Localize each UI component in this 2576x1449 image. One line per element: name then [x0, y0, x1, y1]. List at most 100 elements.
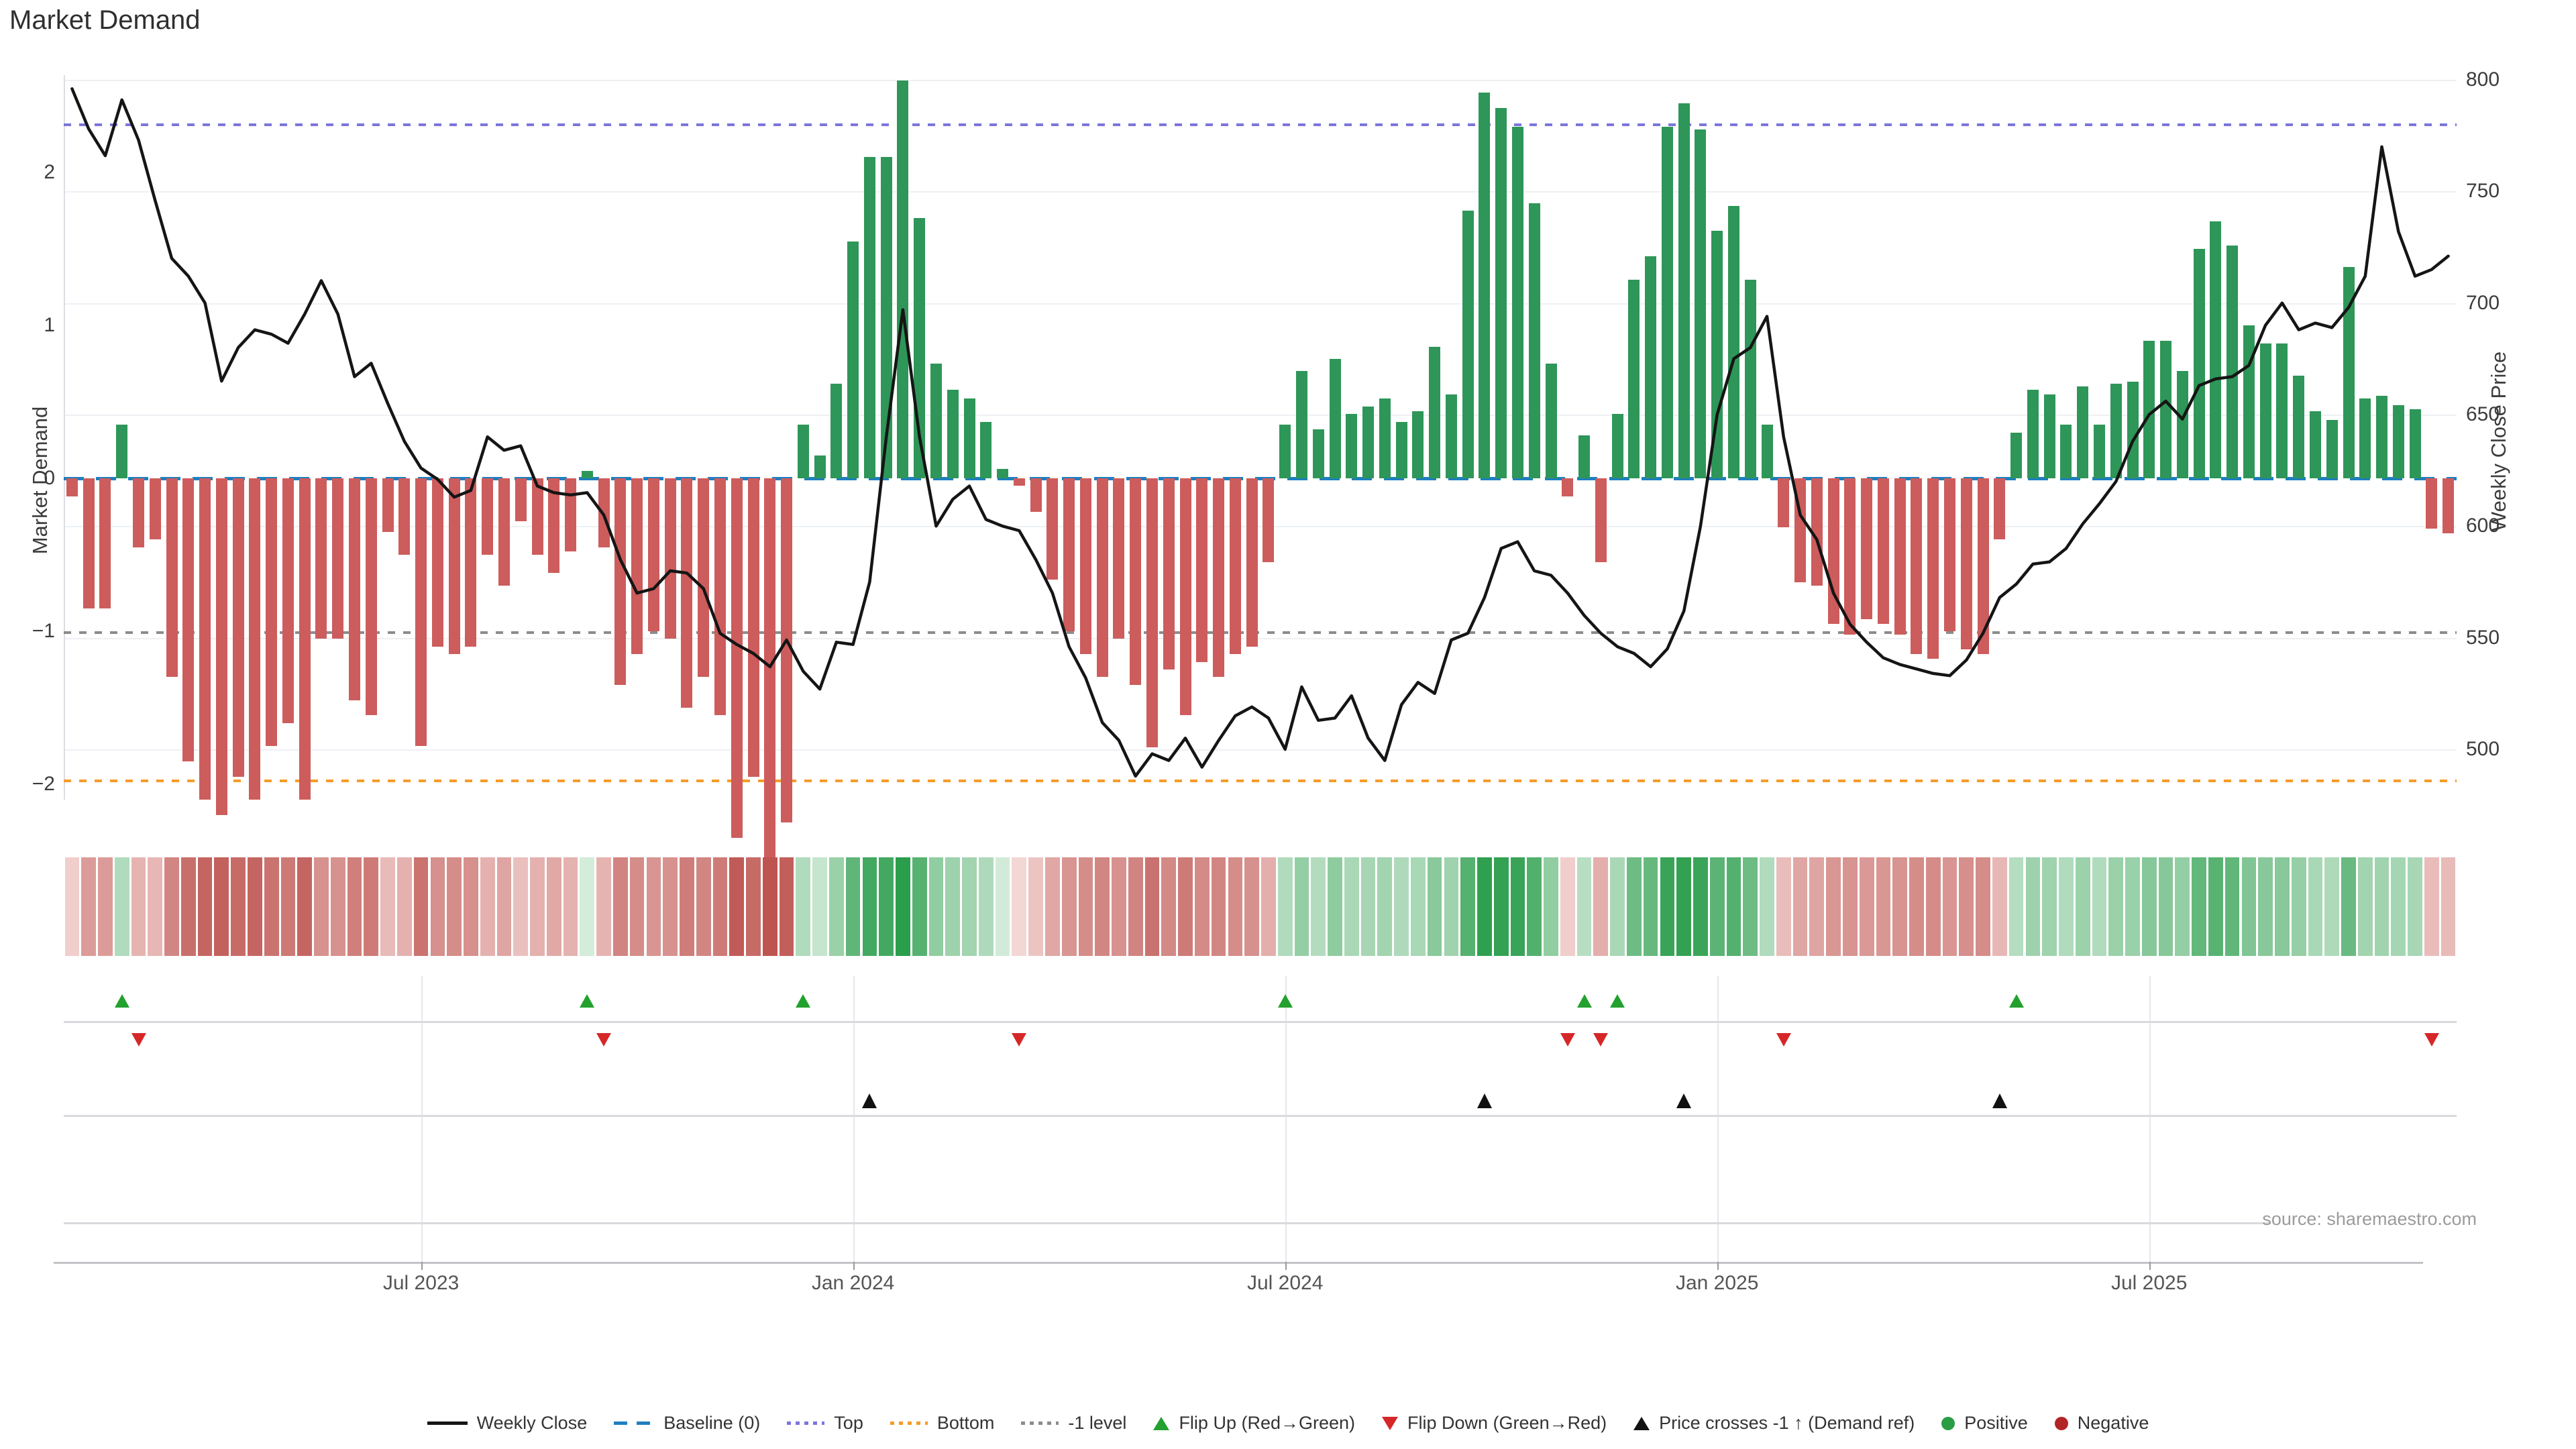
heatmap-cell — [1095, 857, 1110, 956]
demand-bar-negative — [1146, 478, 1158, 748]
legend-item: Flip Down (Green→Red) — [1382, 1413, 1607, 1434]
demand-bar-negative — [1179, 478, 1191, 716]
heatmap-cell — [1394, 857, 1409, 956]
demand-bar-negative — [1046, 478, 1059, 580]
demand-bar-positive — [1329, 359, 1341, 478]
heatmap-cell — [680, 857, 694, 956]
demand-bar-negative — [647, 478, 659, 631]
baseline-line — [64, 477, 2457, 480]
demand-bar-positive — [863, 157, 875, 478]
heatmap-cell — [214, 857, 229, 956]
heatmap-cell — [1876, 857, 1891, 956]
heatmap-cell — [280, 857, 296, 956]
demand-bar-positive — [897, 80, 909, 478]
demand-bar-negative — [614, 478, 627, 685]
demand-bar-positive — [1279, 425, 1291, 478]
flip-up-marker — [580, 994, 595, 1008]
price-cross-marker — [1992, 1093, 2007, 1108]
heatmap-cell — [1576, 857, 1592, 956]
demand-bar-positive — [980, 421, 992, 478]
heatmap-cell — [1078, 857, 1093, 956]
heatmap-cell — [2092, 857, 2107, 956]
heatmap-cell — [1843, 857, 1858, 956]
left-axis-tick-label: 0 — [44, 467, 55, 489]
heatmap-cell — [1144, 857, 1160, 956]
legend-item-label: Positive — [1964, 1413, 2028, 1433]
demand-bar-negative — [133, 478, 144, 547]
heatmap-cell — [2341, 857, 2356, 956]
heatmap-cell — [729, 857, 745, 956]
demand-bar-positive — [2276, 343, 2288, 478]
heatmap-cell — [746, 857, 761, 956]
demand-bar-positive — [581, 470, 593, 478]
legend-item-label: Bottom — [936, 1413, 995, 1433]
demand-bar-negative — [1063, 478, 1075, 631]
heatmap-cell — [796, 857, 811, 956]
gridline — [64, 191, 2457, 193]
left-axis-tick-label: −1 — [32, 620, 55, 642]
minus-one-level-line — [64, 631, 2457, 634]
heatmap-cell — [1760, 857, 1774, 956]
heatmap-cell — [314, 857, 329, 956]
demand-bar-negative — [365, 478, 377, 716]
heatmap-cell — [2059, 857, 2074, 956]
demand-bar-positive — [2176, 371, 2188, 478]
heatmap-cell — [1128, 857, 1143, 956]
date-gridline — [853, 976, 855, 1262]
demand-bar-negative — [1861, 478, 1873, 619]
date-gridline — [1285, 976, 1287, 1262]
demand-bar-positive — [2193, 249, 2205, 478]
heatmap-cell — [81, 857, 97, 956]
demand-bar-positive — [2043, 394, 2055, 478]
triangle-down-icon — [1382, 1416, 1399, 1430]
demand-bar-negative — [731, 478, 743, 838]
demand-bar-positive — [2110, 383, 2122, 478]
demand-bar-negative — [431, 478, 443, 647]
flip-up-marker — [2008, 994, 2024, 1008]
heatmap-cell — [879, 857, 894, 956]
demand-bar-positive — [2127, 382, 2139, 478]
demand-bar-negative — [166, 478, 178, 678]
legend-item: -1 level — [1021, 1413, 1126, 1434]
heatmap-cell — [812, 857, 827, 956]
demand-bar-negative — [1196, 478, 1208, 662]
heatmap-cell — [663, 857, 678, 956]
demand-bar-negative — [83, 478, 95, 608]
demand-bar-positive — [2160, 340, 2171, 478]
date-gridline — [421, 976, 423, 1262]
heatmap-cell — [629, 857, 645, 956]
left-axis-title: Market Demand — [28, 406, 52, 555]
left-axis-tick-label: −2 — [32, 773, 55, 795]
legend-item-label: Weekly Close — [476, 1413, 588, 1433]
demand-bar-negative — [698, 478, 710, 678]
heatmap-cell — [1194, 857, 1210, 956]
demand-bar-positive — [1511, 126, 1523, 478]
heatmap-cell — [1660, 857, 1675, 956]
demand-bar-negative — [747, 478, 759, 777]
dotted-level-icon — [1021, 1421, 1059, 1425]
demand-bar-negative — [465, 478, 477, 647]
heatmap-cell — [464, 857, 478, 956]
heatmap-cell — [2192, 857, 2206, 956]
heatmap-cell — [1976, 857, 1990, 956]
heatmap-cell — [364, 857, 379, 956]
heatmap-cell — [580, 857, 595, 956]
heatmap-cell — [1061, 857, 1077, 956]
demand-bar-positive — [2326, 420, 2338, 478]
heatmap-cell — [696, 857, 711, 956]
heatmap-cell — [1676, 857, 1692, 956]
heatmap-cell — [1012, 857, 1027, 956]
heatmap-cell — [2408, 857, 2422, 956]
heatmap-cell — [1726, 857, 1741, 956]
heatmap-cell — [1792, 857, 1808, 956]
legend-item: Weekly Close — [427, 1413, 588, 1434]
demand-bar-negative — [415, 478, 427, 746]
date-gridline — [2149, 976, 2151, 1262]
heatmap-cell — [1627, 857, 1642, 956]
heatmap-cell — [1992, 857, 2007, 956]
demand-bar-negative — [764, 478, 776, 869]
heatmap-cell — [2391, 857, 2406, 956]
heatmap-cell — [1527, 857, 1542, 956]
demand-bar-positive — [1462, 211, 1474, 478]
gridline — [64, 526, 2457, 528]
